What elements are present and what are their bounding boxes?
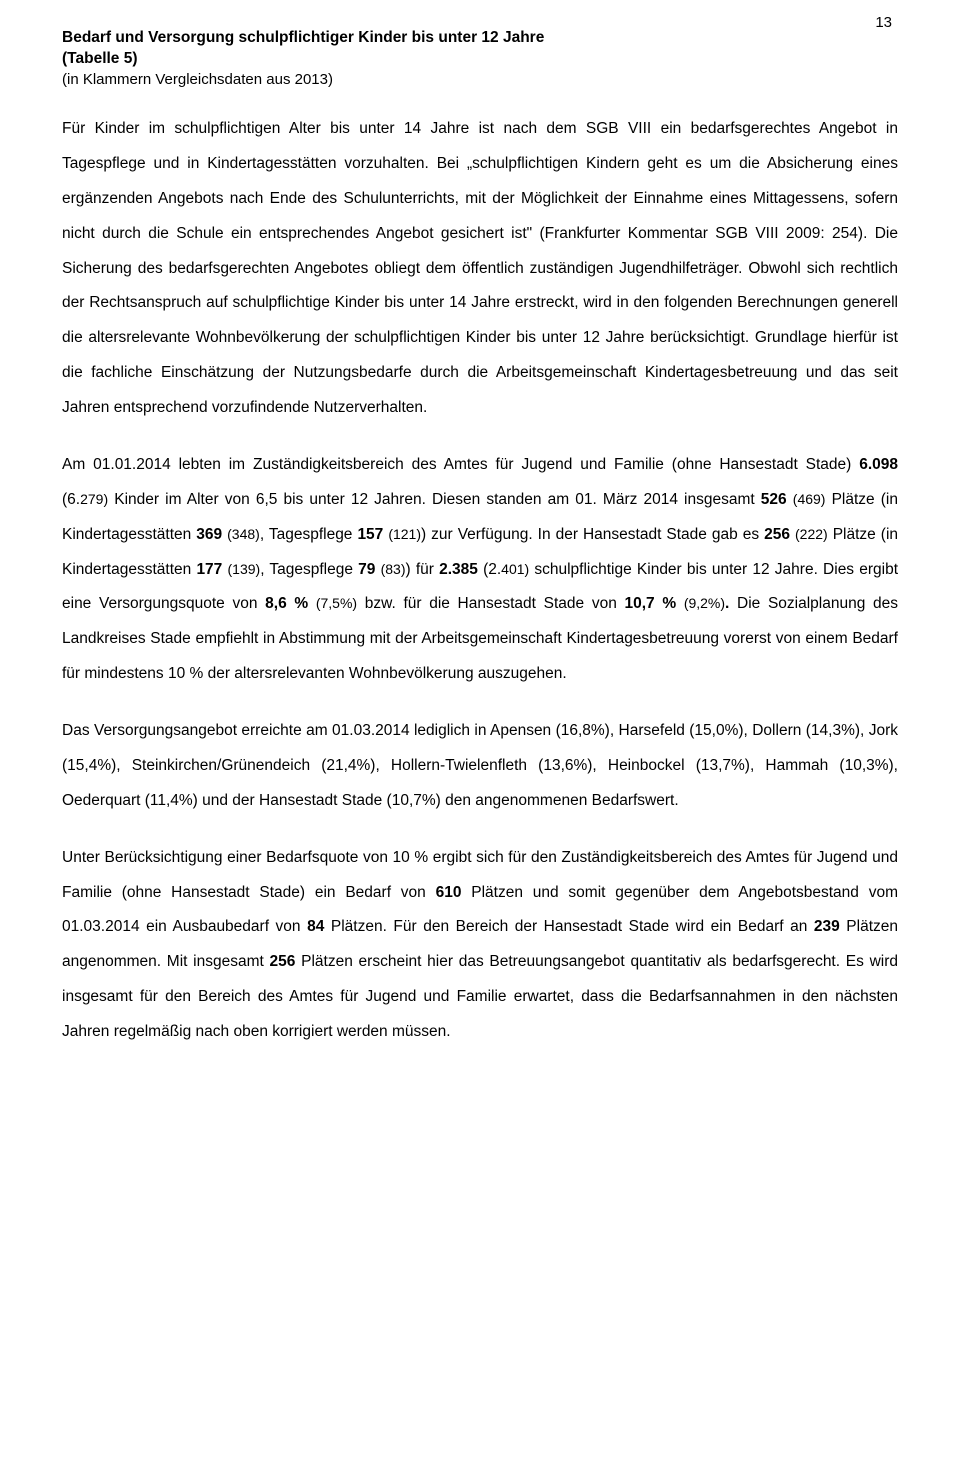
bold-value: 79 <box>358 561 375 578</box>
text: ) zur Verfügung. In der Hansestadt Stade… <box>421 526 764 543</box>
text: bzw. für die Hansestadt Stade von <box>357 595 624 612</box>
section-heading-line3: (in Klammern Vergleichsdaten aus 2013) <box>62 70 898 90</box>
section-heading-line2: (Tabelle 5) <box>62 49 898 70</box>
text: (2. <box>478 561 501 578</box>
bold-value: 6.098 <box>859 456 898 473</box>
small-value: 279) <box>80 491 108 507</box>
small-value: (7,5%) <box>316 595 357 611</box>
text: ) für <box>406 561 440 578</box>
bold-value: 369 <box>196 526 222 543</box>
text <box>308 595 316 612</box>
document-page: 13 Bedarf und Versorgung schulpflichtige… <box>0 0 960 1461</box>
paragraph-3: Das Versorgungsangebot erreichte am 01.0… <box>62 714 898 819</box>
paragraph-4: Unter Berücksichtigung einer Bedarfsquot… <box>62 841 898 1050</box>
small-value: (348) <box>227 526 260 542</box>
bold-value: 8,6 % <box>265 595 308 612</box>
small-value: (139) <box>228 561 261 577</box>
text: , Tagespflege <box>260 561 358 578</box>
bold-value: 2.385 <box>439 561 478 578</box>
small-value: (83) <box>381 561 406 577</box>
text <box>676 595 684 612</box>
text: Plätzen. Für den Bereich der Hansestadt … <box>324 918 814 935</box>
bold-value: 10,7 % <box>625 595 677 612</box>
text: Am 01.01.2014 lebten im Zuständigkeitsbe… <box>62 456 859 473</box>
small-value: (469) <box>793 491 826 507</box>
bold-value: 256 <box>270 953 296 970</box>
small-value: 401) <box>501 561 529 577</box>
text: (6. <box>62 491 80 508</box>
bold-value: 526 <box>761 491 787 508</box>
bold-value: 610 <box>436 884 462 901</box>
bold-value: 177 <box>196 561 222 578</box>
small-value: (9,2%) <box>684 595 725 611</box>
text: Kinder im Alter von 6,5 bis unter 12 Jah… <box>108 491 761 508</box>
paragraph-1: Für Kinder im schulpflichtigen Alter bis… <box>62 112 898 426</box>
page-number: 13 <box>875 14 892 31</box>
bold-value: 256 <box>764 526 790 543</box>
bold-value: 84 <box>307 918 324 935</box>
bold-value: 239 <box>814 918 840 935</box>
text: , Tagespflege <box>260 526 358 543</box>
bold-value: 157 <box>357 526 383 543</box>
paragraph-2: Am 01.01.2014 lebten im Zuständigkeitsbe… <box>62 448 898 692</box>
small-value: (222) <box>795 526 828 542</box>
small-value: (121) <box>388 526 421 542</box>
section-heading-line1: Bedarf und Versorgung schulpflichtiger K… <box>62 28 898 49</box>
